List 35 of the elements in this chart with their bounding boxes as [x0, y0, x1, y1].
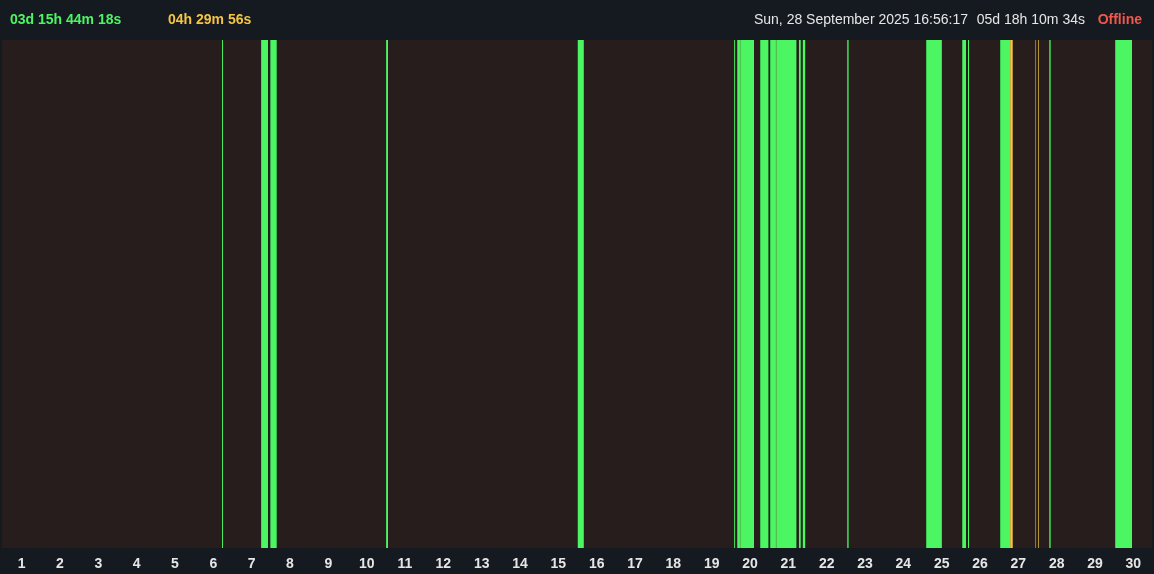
text: 04h 29m 56s: [168, 11, 252, 27]
x-tick-label: 23: [857, 554, 873, 571]
x-tick-label: 28: [1048, 554, 1065, 571]
text: 03d 15h 44m 18s: [10, 11, 122, 27]
x-tick-label: 26: [972, 554, 988, 571]
x-tick-label: 3: [94, 554, 103, 571]
x-tick-label: 1: [17, 554, 26, 571]
x-tick-label: 9: [324, 554, 333, 571]
x-tick-label: 12: [435, 554, 452, 571]
text: Sun, 28 September 2025 16:56:17: [753, 11, 969, 27]
x-tick-label: 21: [780, 554, 797, 571]
x-tick-label: 5: [171, 554, 180, 571]
x-tick-label: 8: [286, 554, 295, 571]
x-tick-label: 14: [512, 554, 528, 571]
x-tick-label: 17: [627, 554, 643, 571]
x-tick-label: 25: [933, 554, 950, 571]
text: 05d 18h 10m 34s: [976, 11, 1085, 27]
x-tick-label: 30: [1125, 554, 1142, 571]
x-tick-label: 2: [56, 554, 65, 571]
x-tick-label: 15: [550, 554, 567, 571]
x-tick-label: 29: [1087, 554, 1103, 571]
x-tick-label: 16: [588, 554, 605, 571]
x-tick-label: 18: [665, 554, 682, 571]
x-tick-label: 13: [473, 554, 490, 571]
x-tick-label: 24: [895, 554, 912, 571]
x-tick-label: 7: [247, 554, 256, 571]
x-tick-label: 27: [1010, 554, 1027, 571]
text: Offline: [1097, 11, 1143, 27]
x-tick-label: 11: [397, 554, 413, 571]
x-tick-label: 4: [132, 554, 141, 571]
x-tick-label: 20: [742, 554, 758, 571]
x-tick-label: 10: [358, 554, 375, 571]
x-tick-label: 22: [818, 554, 835, 571]
x-tick-label: 19: [703, 554, 720, 571]
x-tick-label: 6: [209, 554, 218, 571]
